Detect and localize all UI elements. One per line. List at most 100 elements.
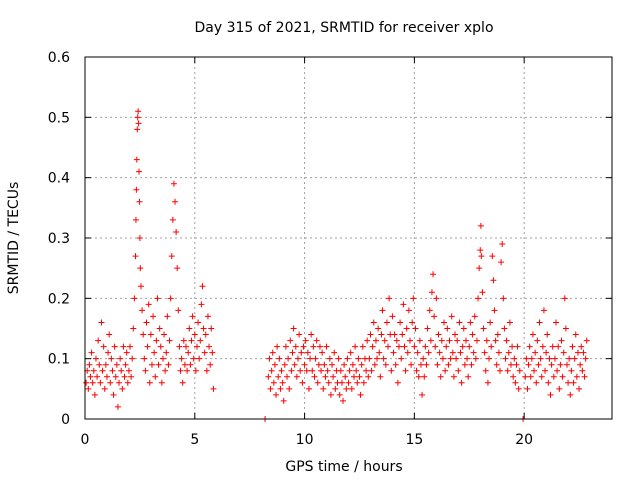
data-point [302,337,309,344]
data-point [296,331,303,338]
data-point [548,361,555,368]
data-point [562,325,569,332]
data-point [550,373,557,380]
data-point [162,367,169,374]
data-point [120,343,127,350]
data-point [498,259,505,266]
data-point [206,343,213,350]
data-point [579,367,586,374]
data-point [427,337,434,344]
data-point [391,331,398,338]
data-point [560,349,567,356]
data-point [326,355,333,362]
data-point [366,355,373,362]
data-point [566,355,573,362]
data-point [192,367,199,374]
data-point [428,289,435,296]
data-point [96,361,103,368]
data-point [578,343,585,350]
data-point [576,385,583,392]
x-tick-label: 20 [515,432,533,448]
data-point [154,295,161,302]
data-point [514,343,521,350]
data-point [565,379,572,386]
data-point [526,343,533,350]
data-point [425,349,432,356]
data-point [505,349,512,356]
data-point [399,331,406,338]
data-point [97,379,104,386]
data-point [511,355,518,362]
y-tick-label: 0.2 [48,291,70,307]
data-point [451,331,458,338]
data-point [323,343,330,350]
data-point [531,367,538,374]
data-point [204,313,211,320]
data-point [133,186,140,193]
data-point [88,349,95,356]
data-point [563,361,570,368]
data-point [287,337,294,344]
data-point [482,367,489,374]
data-point [492,337,499,344]
data-point [444,325,451,332]
data-point [109,367,116,374]
data-point [107,379,114,386]
data-point [151,349,158,356]
data-point [503,337,510,344]
data-point [168,253,175,260]
data-point [389,313,396,320]
data-point [554,367,561,374]
data-point [200,325,207,332]
data-point [460,325,467,332]
data-point [114,403,121,410]
data-point [346,367,353,374]
data-point [582,355,589,362]
data-point [313,337,320,344]
data-point [83,379,90,386]
data-point [293,373,300,380]
data-point [281,361,288,368]
data-point [178,355,185,362]
data-point [139,307,146,314]
data-point [523,355,530,362]
data-point [486,355,493,362]
data-point [321,361,328,368]
data-point [501,325,508,332]
data-point [450,373,457,380]
data-point [128,373,135,380]
data-point [539,343,546,350]
data-point [435,331,442,338]
data-point [513,361,520,368]
data-point [528,355,535,362]
data-point [402,367,409,374]
data-point [319,349,326,356]
data-point [544,331,551,338]
data-point [423,361,430,368]
data-point [196,355,203,362]
data-point [417,361,424,368]
data-point [170,180,177,187]
data-point [330,373,337,380]
data-point [349,361,356,368]
data-point [462,337,469,344]
data-point [370,319,377,326]
data-point [477,247,484,254]
data-point [559,373,566,380]
data-point [143,319,150,326]
data-point [137,265,144,272]
data-point [359,343,366,350]
data-point [294,355,301,362]
data-point [494,331,501,338]
data-point [416,337,423,344]
data-point [378,331,385,338]
data-point [557,361,564,368]
data-point [580,349,587,356]
data-point [276,355,283,362]
data-point [169,216,176,223]
data-point [377,373,384,380]
data-point [158,379,165,386]
data-point [466,343,473,350]
data-point [461,361,468,368]
data-point [374,355,381,362]
